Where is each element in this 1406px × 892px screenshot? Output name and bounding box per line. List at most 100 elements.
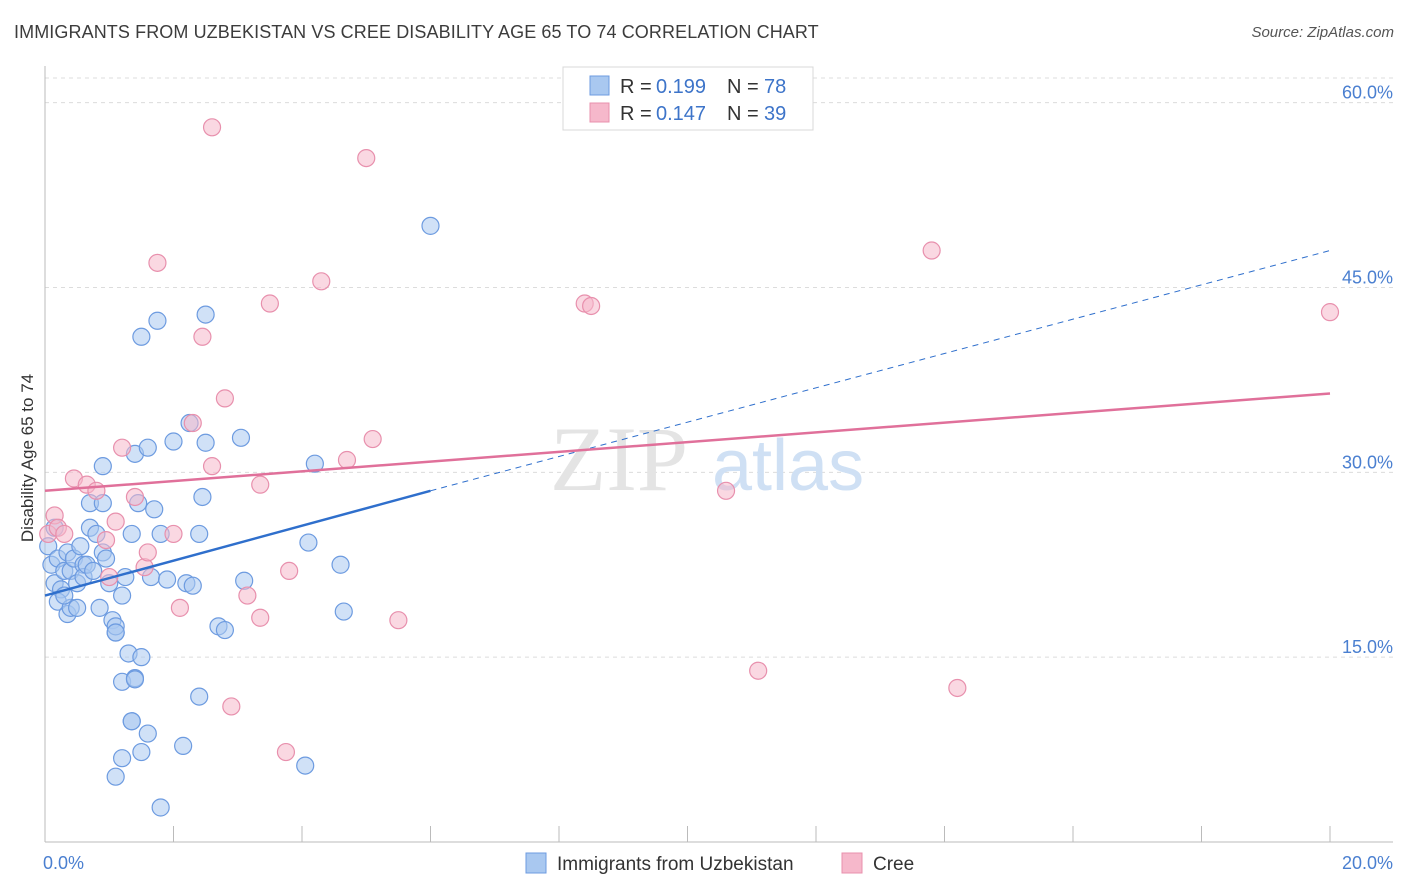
uzbekistan-point xyxy=(190,524,209,544)
legend-n-label-1: N = xyxy=(727,76,759,98)
cree-point xyxy=(251,608,270,627)
uzbekistan-point xyxy=(196,433,215,452)
uzbekistan-point xyxy=(125,670,145,689)
uzbekistan-trend-extension xyxy=(430,250,1331,492)
y-tick-label: 30.0% xyxy=(1342,452,1393,472)
bottom-legend-swatch-blue xyxy=(525,852,547,874)
uzbekistan-point xyxy=(138,438,157,457)
uzbekistan-point xyxy=(331,555,350,574)
uzbekistan-point xyxy=(112,586,132,605)
uzbekistan-point xyxy=(190,687,209,706)
cree-point xyxy=(582,296,601,316)
uzbekistan-point xyxy=(132,742,151,762)
cree-point xyxy=(1320,303,1340,322)
uzbekistan-point xyxy=(112,749,132,768)
bottom-legend-label-uzbekistan: Immigrants from Uzbekistan xyxy=(557,854,794,875)
uzbekistan-point xyxy=(193,487,212,507)
cree-point xyxy=(55,524,74,544)
cree-point xyxy=(148,253,167,272)
uzbekistan-point xyxy=(231,428,251,447)
y-tick-label: 45.0% xyxy=(1342,267,1393,287)
uzbekistan-point xyxy=(132,327,151,346)
cree-point xyxy=(716,481,736,500)
cree-point xyxy=(922,241,941,260)
legend-r-label-1: R = xyxy=(620,76,652,98)
cree-point xyxy=(125,487,145,507)
watermark: ZIP atlas xyxy=(550,408,864,510)
cree-point xyxy=(337,450,357,470)
cree-point xyxy=(96,530,116,550)
y-tick-label: 60.0% xyxy=(1342,83,1393,103)
cree-point xyxy=(260,294,279,313)
uzbekistan-trend-line xyxy=(44,489,431,597)
legend-n-value-1: 78 xyxy=(764,76,786,98)
cree-point xyxy=(106,512,125,531)
series-cree-points xyxy=(39,118,1340,762)
cree-point xyxy=(749,661,768,680)
bottom-legend-swatch-pink xyxy=(841,852,863,874)
cree-point xyxy=(238,586,257,605)
uzbekistan-point xyxy=(122,524,141,544)
uzbekistan-point xyxy=(148,311,167,330)
cree-point xyxy=(202,457,222,476)
cree-point xyxy=(389,611,408,630)
uzbekistan-point xyxy=(71,537,90,556)
source-label: Source: ZipAtlas.com xyxy=(1251,24,1394,41)
bottom-legend: Immigrants from Uzbekistan Cree xyxy=(525,852,914,875)
uzbekistan-point xyxy=(132,648,151,667)
trend-lines xyxy=(44,250,1331,597)
uzbekistan-point xyxy=(96,549,116,568)
legend-n-label-2: N = xyxy=(727,103,759,125)
cree-point xyxy=(280,561,299,581)
uzbekistan-point xyxy=(305,454,324,473)
cree-point xyxy=(112,438,132,457)
uzbekistan-point xyxy=(157,570,177,589)
chart-title: IMMIGRANTS FROM UZBEKISTAN VS CREE DISAB… xyxy=(14,22,819,42)
cree-point xyxy=(202,118,222,137)
uzbekistan-point xyxy=(334,602,353,621)
uzbekistan-point xyxy=(164,432,183,451)
bottom-legend-label-cree: Cree xyxy=(873,854,914,875)
uzbekistan-point xyxy=(296,756,315,775)
cree-trend-line xyxy=(44,392,1331,493)
cree-point xyxy=(312,272,331,291)
y-axis-title: Disability Age 65 to 74 xyxy=(18,374,37,542)
uzbekistan-point xyxy=(183,576,202,595)
uzbekistan-point xyxy=(138,724,157,743)
gridlines xyxy=(45,77,1393,658)
cree-point xyxy=(215,389,234,408)
uzbekistan-point xyxy=(106,623,125,642)
legend-swatch-pink xyxy=(589,102,610,123)
cree-point xyxy=(183,413,202,433)
cree-point xyxy=(357,148,376,168)
watermark-zip: ZIP xyxy=(550,408,688,510)
uzbekistan-point xyxy=(122,712,141,731)
legend-r-value-1: 0.199 xyxy=(656,76,706,98)
legend-n-value-2: 39 xyxy=(764,103,786,125)
cree-point xyxy=(138,543,157,562)
cree-point xyxy=(170,598,190,617)
series-uzbekistan-points xyxy=(39,216,440,817)
uzbekistan-point xyxy=(174,736,193,755)
cree-point xyxy=(164,524,183,544)
uzbekistan-point xyxy=(68,598,87,617)
uzbekistan-point xyxy=(196,305,215,324)
cree-point xyxy=(948,678,967,698)
uzbekistan-point xyxy=(90,598,109,617)
uzbekistan-point xyxy=(145,500,164,519)
cree-point xyxy=(276,742,296,762)
x-tick-label-min: 0.0% xyxy=(43,853,84,873)
cree-point xyxy=(87,481,106,500)
uzbekistan-point xyxy=(84,561,103,581)
uzbekistan-point xyxy=(106,767,125,786)
cree-point xyxy=(222,697,241,716)
legend-r-value-2: 0.147 xyxy=(656,103,706,125)
legend-swatch-blue xyxy=(589,75,610,96)
uzbekistan-point xyxy=(215,620,234,640)
uzbekistan-point xyxy=(151,798,170,817)
uzbekistan-point xyxy=(421,216,440,235)
uzbekistan-point xyxy=(235,571,254,590)
uzbekistan-point xyxy=(299,533,318,552)
cree-point xyxy=(193,327,212,346)
